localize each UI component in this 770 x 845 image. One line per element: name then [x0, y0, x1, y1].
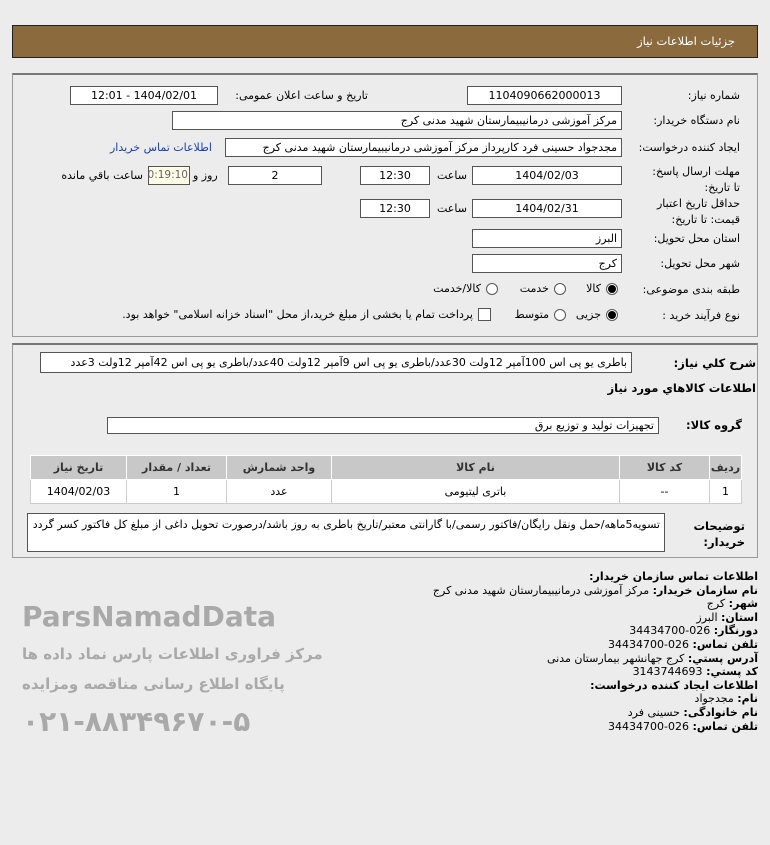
page-header: جزئيات اطلاعات نياز	[12, 25, 758, 58]
cell-name: باتری لیتیومی	[331, 479, 620, 504]
need-number-label: شماره نیاز:	[687, 89, 740, 102]
creator-field[interactable]: مجدجواد حسینی فرد کارپرداز مرکز آموزشی د…	[225, 138, 622, 157]
contact-postal: کد پستي: 3143744693	[632, 665, 758, 679]
buyer-contact-info: اطلاعات تماس سازمان خریدار: نام سازمان خ…	[358, 570, 758, 733]
remaining-timer: 00:19:10	[148, 166, 190, 185]
group-field[interactable]: تجهیزات تولید و توزیع برق	[107, 417, 659, 434]
col-name: نام کالا	[331, 455, 620, 480]
process-radio-medium[interactable]	[554, 309, 566, 321]
remaining-label: ساعت باقي مانده	[61, 169, 143, 182]
category-option-service: خدمت	[519, 282, 549, 295]
category-option-both: کالا/خدمت	[433, 282, 481, 295]
notes-label: توضیحات خریدار:	[693, 519, 746, 549]
goods-table: ردیف کد کالا نام کالا واحد شمارش تعداد /…	[30, 455, 742, 504]
category-radio-service[interactable]	[554, 283, 566, 295]
summary-label: شرح کلي نياز:	[673, 356, 756, 370]
need-number-field[interactable]: 1104090662000013	[467, 86, 622, 105]
group-label: گروه کالا:	[686, 418, 742, 432]
creator-phone: تلفن تماس: 026-34434700	[608, 719, 758, 733]
process-option-minor: جزیی	[575, 308, 601, 321]
category-radio-goods[interactable]	[606, 283, 618, 295]
col-date: تاریخ نیاز	[30, 455, 127, 480]
deadline-date-field[interactable]: 1404/02/03	[472, 166, 622, 185]
deadline-time-field[interactable]: 12:30	[360, 166, 430, 185]
buyer-field[interactable]: مرکز آموزشی درمانیبیمارستان شهید مدنی کر…	[172, 111, 622, 130]
days-field[interactable]: 2	[228, 166, 322, 185]
validity-time-label: ساعت	[437, 202, 467, 215]
page-title: جزئيات اطلاعات نياز	[637, 34, 735, 48]
process-option-medium: متوسط	[514, 308, 549, 321]
days-label: روز و	[193, 169, 218, 182]
buyer-contact-link[interactable]: اطلاعات تماس خریدار	[110, 141, 212, 154]
col-qty: تعداد / مقدار	[126, 455, 227, 480]
col-code: کد کالا	[619, 455, 710, 480]
process-radio-minor[interactable]	[606, 309, 618, 321]
category-label: طبقه بندی موضوعی:	[642, 283, 740, 296]
validity-date-field[interactable]: 1404/02/31	[472, 199, 622, 218]
category-option-goods: کالا	[586, 282, 601, 295]
contact-heading: اطلاعات تماس سازمان خریدار:	[589, 570, 758, 583]
announce-label: تاریخ و ساعت اعلان عمومی:	[235, 89, 368, 102]
contact-city: شهر: کرج	[706, 597, 758, 611]
creator-label: ایجاد کننده درخواست:	[638, 141, 740, 154]
contact-address: آدرس پستي: کرج جهانشهر بیمارستان مدنی	[546, 651, 758, 665]
validity-label: حداقل تاریخ اعتبار قیمت: تا تاریخ:	[656, 197, 740, 226]
col-row: ردیف	[709, 455, 742, 480]
province-label: استان محل تحویل:	[653, 232, 740, 245]
province-field[interactable]: البرز	[472, 229, 622, 248]
table-row: 1 -- باتری لیتیومی عدد 1 1404/02/03	[30, 479, 742, 504]
contact-province: استان: البرز	[696, 610, 758, 624]
creator-heading: اطلاعات ایجاد کننده درخواست:	[590, 678, 758, 692]
treasury-payment-checkbox[interactable]	[478, 308, 491, 321]
cell-date: 1404/02/03	[30, 479, 127, 504]
validity-time-field[interactable]: 12:30	[360, 199, 430, 218]
treasury-payment-note: پرداخت تمام یا بخشی از مبلغ خرید،از محل …	[122, 308, 473, 321]
deadline-time-label: ساعت	[437, 169, 467, 182]
cell-unit: عدد	[226, 479, 332, 504]
goods-heading: اطلاعات کالاهاي مورد نياز	[607, 381, 756, 395]
contact-org: نام سازمان خریدار: مرکز آموزشی درمانیبیم…	[432, 583, 758, 597]
buyer-label: نام دستگاه خریدار:	[653, 114, 740, 127]
deadline-label: مهلت ارسال پاسخ: تا تاریخ:	[652, 165, 740, 194]
col-unit: واحد شمارش	[226, 455, 332, 480]
notes-field[interactable]: تسویه5ماهه/حمل ونقل رایگان/فاکتور رسمی/ب…	[27, 513, 665, 552]
summary-field[interactable]: باطری یو پی اس 100آمپر 12ولت 30عدد/باطری…	[40, 352, 632, 373]
city-field[interactable]: کرج	[472, 254, 622, 273]
watermark: ۰۲۱-۸۸۳۴۹۶۷۰-۵	[22, 705, 251, 738]
creator-name: نام: مجدجواد	[694, 692, 758, 706]
city-label: شهر محل تحویل:	[660, 257, 740, 270]
watermark: پایگاه اطلاع رسانی مناقصه ومزایده	[22, 675, 285, 693]
cell-row: 1	[709, 479, 742, 504]
cell-code: --	[619, 479, 710, 504]
watermark: مرکز فراوری اطلاعات پارس نماد داده ها	[22, 645, 323, 663]
contact-phone: تلفن تماس: 026-34434700	[608, 637, 758, 651]
cell-qty: 1	[126, 479, 227, 504]
creator-family: نام خانوادگی: حسینی فرد	[627, 705, 758, 719]
contact-fax: دورنگار: 026-34434700	[629, 624, 758, 638]
table-header-row: ردیف کد کالا نام کالا واحد شمارش تعداد /…	[30, 455, 742, 480]
category-radio-both[interactable]	[486, 283, 498, 295]
process-label: نوع فرآیند خرید :	[662, 309, 740, 322]
announce-field[interactable]: 1404/02/01 - 12:01	[70, 86, 218, 105]
watermark: ParsNamadData	[22, 600, 276, 633]
